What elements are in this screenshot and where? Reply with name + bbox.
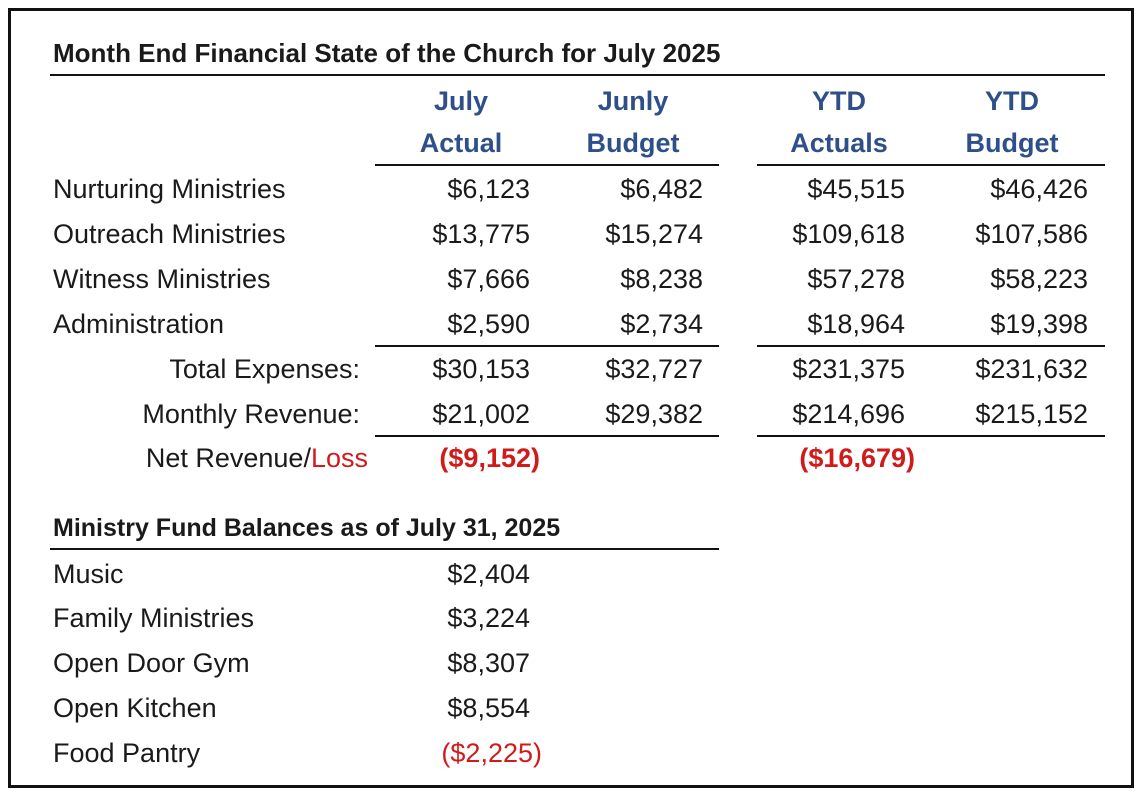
- revenue-underline-ytd: [757, 435, 1105, 437]
- cell-outreach-ytd-actuals: $109,618: [792, 219, 905, 249]
- fund-balances-title: Ministry Fund Balances as of July 31, 20…: [53, 514, 561, 542]
- row-label-administration: Administration: [53, 309, 225, 339]
- report-title: Month End Financial State of the Church …: [53, 38, 721, 68]
- cell-total-july-actual: $30,153: [432, 354, 530, 384]
- row-label-witness: Witness Ministries: [53, 264, 271, 294]
- cell-nurturing-july-actual: $6,123: [447, 174, 530, 204]
- cell-revenue-ytd-actuals: $214,696: [792, 399, 905, 429]
- fund-value-music: $2,404: [447, 559, 530, 589]
- header-ytd-budget-line2: Budget: [965, 128, 1059, 158]
- expenses-underline-ytd: [757, 345, 1105, 347]
- row-label-monthly-revenue: Monthly Revenue:: [142, 399, 360, 429]
- cell-witness-ytd-budget: $58,223: [990, 264, 1088, 294]
- row-label-outreach: Outreach Ministries: [53, 219, 286, 249]
- cell-nurturing-ytd-budget: $46,426: [990, 174, 1088, 204]
- cell-net-ytd-actuals: ($16,679): [799, 443, 915, 473]
- header-july-actual-line1: July: [433, 86, 489, 116]
- expenses-underline-monthly: [375, 345, 719, 347]
- header-ytd-budget-line1: YTD: [985, 86, 1039, 116]
- cell-administration-ytd-actuals: $18,964: [807, 309, 905, 339]
- header-july-budget-line1: Junly: [597, 86, 669, 116]
- revenue-underline-monthly: [375, 435, 719, 437]
- fund-label-open-kitchen: Open Kitchen: [53, 693, 217, 723]
- net-label-loss: Loss: [310, 443, 368, 473]
- fund-value-family-ministries: $3,224: [447, 603, 530, 633]
- cell-nurturing-ytd-actuals: $45,515: [807, 174, 905, 204]
- cell-revenue-july-budget: $29,382: [605, 399, 703, 429]
- cell-witness-july-actual: $7,666: [447, 264, 530, 294]
- row-label-total-expenses: Total Expenses:: [169, 354, 360, 384]
- fund-label-family-ministries: Family Ministries: [53, 603, 255, 633]
- cell-administration-july-budget: $2,734: [620, 309, 703, 339]
- header-ytd-actuals-line2: Actuals: [790, 128, 888, 158]
- header-underline-monthly: [375, 164, 719, 166]
- fund-label-music: Music: [53, 559, 124, 589]
- cell-revenue-july-actual: $21,002: [432, 399, 530, 429]
- cell-administration-july-actual: $2,590: [447, 309, 530, 339]
- cell-outreach-july-budget: $15,274: [605, 219, 703, 249]
- cell-revenue-ytd-budget: $215,152: [975, 399, 1088, 429]
- cell-witness-july-budget: $8,238: [620, 264, 703, 294]
- cell-net-july-actual: ($9,152): [439, 443, 540, 473]
- row-label-net: Net Revenue/Loss: [60, 443, 368, 474]
- cell-administration-ytd-budget: $19,398: [990, 309, 1088, 339]
- fund-value-open-kitchen: $8,554: [447, 693, 530, 723]
- title-underline: [50, 74, 1105, 76]
- cell-nurturing-july-budget: $6,482: [620, 174, 703, 204]
- net-label-revenue: Net Revenue/: [145, 443, 311, 473]
- cell-outreach-july-actual: $13,775: [432, 219, 530, 249]
- fund-title-underline: [50, 548, 719, 550]
- cell-total-ytd-budget: $231,632: [975, 354, 1088, 384]
- row-label-nurturing: Nurturing Ministries: [53, 174, 286, 204]
- fund-value-food-pantry: ($2,225): [441, 738, 542, 768]
- header-ytd-actuals-line1: YTD: [812, 86, 866, 116]
- fund-label-open-door-gym: Open Door Gym: [53, 648, 250, 678]
- header-july-actual-line2: Actual: [419, 128, 503, 158]
- cell-outreach-ytd-budget: $107,586: [975, 219, 1088, 249]
- report-frame: [8, 8, 1134, 788]
- cell-total-july-budget: $32,727: [605, 354, 703, 384]
- cell-witness-ytd-actuals: $57,278: [807, 264, 905, 294]
- header-underline-ytd: [757, 164, 1105, 166]
- header-july-budget-line2: Budget: [586, 128, 680, 158]
- fund-label-food-pantry: Food Pantry: [53, 738, 201, 768]
- fund-value-open-door-gym: $8,307: [447, 648, 530, 678]
- cell-total-ytd-actuals: $231,375: [792, 354, 905, 384]
